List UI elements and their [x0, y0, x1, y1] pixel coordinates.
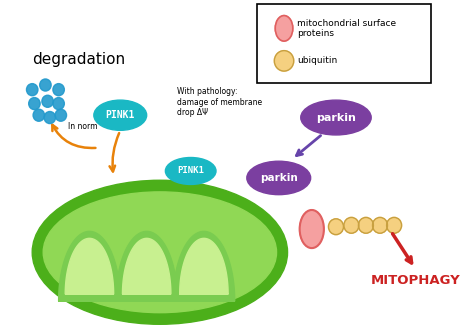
Circle shape — [274, 51, 294, 71]
Polygon shape — [65, 238, 114, 294]
Ellipse shape — [301, 100, 371, 135]
Circle shape — [328, 219, 344, 235]
FancyBboxPatch shape — [257, 4, 431, 83]
Text: mitochondrial surface
proteins: mitochondrial surface proteins — [297, 19, 396, 38]
Text: With pathology:
damage of membrane
drop ΔΨ: With pathology: damage of membrane drop … — [177, 87, 263, 117]
Circle shape — [27, 84, 38, 96]
Polygon shape — [59, 231, 120, 301]
Circle shape — [358, 217, 374, 233]
Ellipse shape — [43, 192, 276, 313]
Circle shape — [53, 84, 64, 96]
Circle shape — [42, 95, 54, 107]
Ellipse shape — [247, 161, 310, 195]
Circle shape — [373, 217, 387, 233]
Circle shape — [44, 112, 55, 124]
Circle shape — [53, 97, 64, 110]
Text: ubiquitin: ubiquitin — [297, 56, 337, 65]
Circle shape — [29, 97, 40, 110]
Circle shape — [40, 79, 51, 91]
Ellipse shape — [32, 180, 288, 324]
Text: parkin: parkin — [316, 113, 356, 123]
Ellipse shape — [94, 100, 146, 130]
Ellipse shape — [165, 157, 216, 184]
Polygon shape — [116, 231, 177, 301]
Text: MITOPHAGY: MITOPHAGY — [371, 274, 461, 287]
Ellipse shape — [275, 15, 293, 41]
Circle shape — [387, 217, 401, 233]
Polygon shape — [173, 231, 235, 301]
Polygon shape — [122, 238, 171, 294]
Circle shape — [33, 109, 45, 121]
Text: parkin: parkin — [260, 173, 298, 183]
Text: degradation: degradation — [32, 52, 125, 68]
Ellipse shape — [300, 210, 324, 248]
Text: In norm: In norm — [68, 122, 98, 131]
Polygon shape — [180, 238, 228, 294]
Text: PINK1: PINK1 — [177, 167, 204, 175]
Circle shape — [344, 217, 359, 233]
Text: PINK1: PINK1 — [106, 110, 135, 120]
Circle shape — [55, 109, 66, 121]
